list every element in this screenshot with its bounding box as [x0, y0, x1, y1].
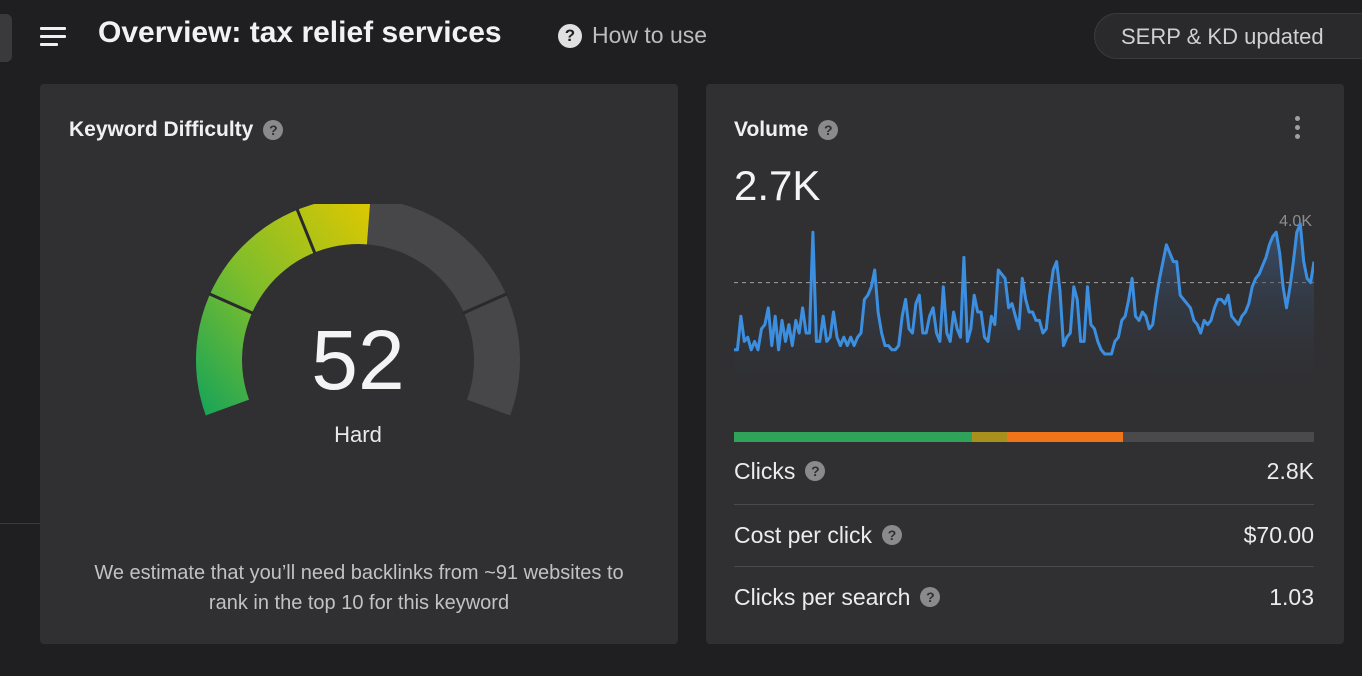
gauge-fill	[196, 204, 371, 416]
metric-clicks-per-search: Clicks per search? 1.03	[734, 566, 1314, 628]
cpc-label: Cost per click	[734, 521, 873, 548]
breakdown-segment	[1122, 432, 1314, 442]
metric-clicks: Clicks? 2.8K	[734, 440, 1314, 502]
breakdown-segment	[971, 432, 1007, 442]
volume-label: Volume	[734, 118, 809, 141]
serp-kd-updated-badge[interactable]: SERP & KD updated	[1094, 13, 1362, 59]
sidebar-collapse-tab[interactable]	[0, 14, 12, 62]
cpc-value: $70.00	[1243, 521, 1314, 548]
y-max-label: 4.0K	[1279, 213, 1312, 230]
help-icon[interactable]: ?	[263, 120, 284, 140]
volume-area	[734, 223, 1314, 396]
divider	[734, 504, 1314, 505]
menu-icon[interactable]	[38, 22, 68, 50]
divider	[0, 523, 40, 524]
how-to-use-link[interactable]: ? How to use	[558, 22, 707, 49]
help-icon: ?	[558, 23, 582, 48]
help-icon[interactable]: ?	[818, 120, 839, 140]
breakdown-segment	[734, 432, 972, 442]
breakdown-segment	[1006, 432, 1123, 442]
volume-line	[734, 222, 1314, 356]
volume-label-row: Volume ?	[734, 118, 839, 142]
help-icon[interactable]: ?	[882, 525, 903, 545]
metric-cost-per-click: Cost per click? $70.00	[734, 504, 1314, 566]
cps-label: Clicks per search	[734, 583, 911, 610]
help-icon[interactable]: ?	[805, 461, 826, 481]
difficulty-gauge	[196, 204, 520, 416]
keyword-difficulty-label-row: Keyword Difficulty ?	[69, 118, 284, 142]
more-options-icon[interactable]	[1292, 116, 1302, 146]
volume-card: Volume ? 2.7K 4.0K Clicks? 2.8K Cost per…	[706, 84, 1344, 644]
divider	[734, 566, 1314, 567]
click-breakdown-bar	[734, 432, 1314, 442]
gauge-tick	[295, 208, 317, 254]
keyword-difficulty-card: Keyword Difficulty ? 52 Hard We estimate…	[40, 84, 678, 644]
keyword-difficulty-label: Keyword Difficulty	[69, 118, 254, 141]
how-to-use-label: How to use	[592, 22, 708, 48]
backlinks-estimate: We estimate that you’ll need backlinks f…	[94, 562, 624, 614]
search-volume-value: 2.7K	[734, 162, 821, 209]
difficulty-score: 52	[311, 313, 405, 407]
gauge-tick	[462, 292, 508, 315]
cps-value: 1.03	[1269, 583, 1314, 610]
gauge-tick	[208, 292, 254, 315]
clicks-value: 2.8K	[1266, 457, 1314, 484]
volume-trend-chart: 4.0K	[734, 213, 1314, 396]
page-title: Overview: tax relief services	[98, 16, 502, 49]
page-header: Overview: tax relief services ? How to u…	[0, 0, 1362, 72]
difficulty-rating: Hard	[334, 422, 382, 447]
gauge-ticks	[208, 208, 508, 315]
help-icon[interactable]: ?	[920, 587, 941, 607]
clicks-label: Clicks	[734, 457, 796, 484]
